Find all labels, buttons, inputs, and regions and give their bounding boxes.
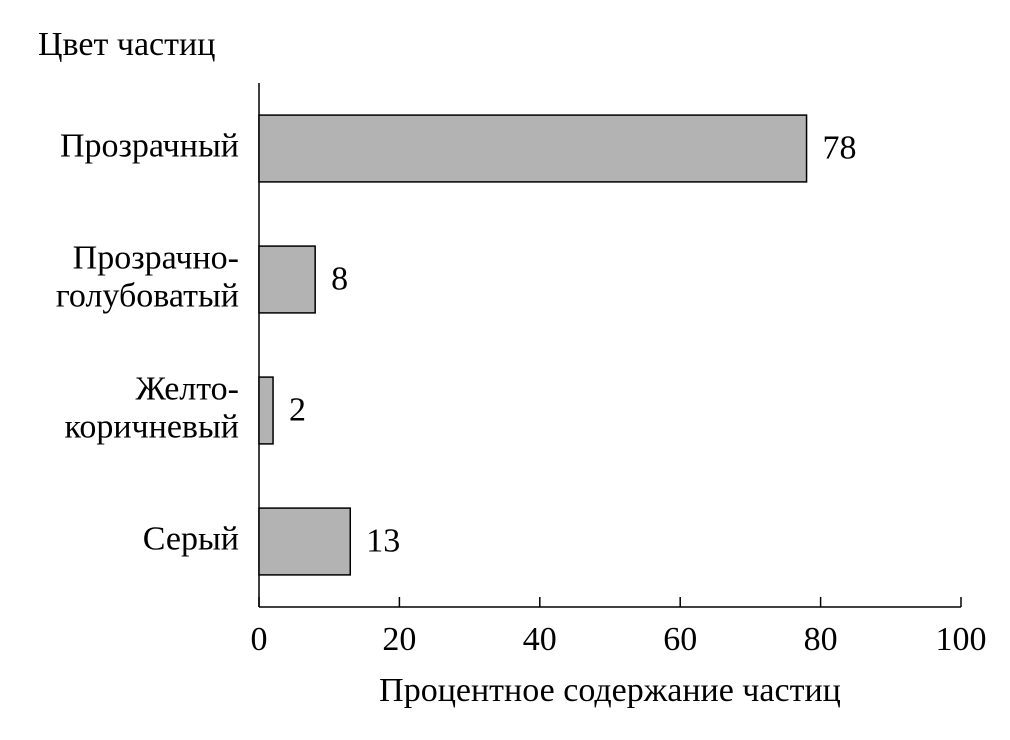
- value-label: 2: [289, 391, 306, 428]
- x-tick-label: 20: [382, 621, 416, 658]
- y-tick-label-line: коричневый: [65, 408, 239, 445]
- x-tick-label: 100: [936, 621, 987, 658]
- y-axis-title: Цвет частиц: [38, 26, 215, 63]
- y-tick-label-line: Серый: [143, 520, 239, 557]
- x-tick-label: 80: [804, 621, 838, 658]
- bar: [258, 114, 808, 183]
- x-tick-label: 0: [251, 621, 268, 658]
- y-tick-label: Прозрачно-голубоватый: [56, 239, 239, 314]
- y-tick-label: Прозрачный: [60, 127, 239, 164]
- value-label: 13: [366, 522, 400, 559]
- x-tick-label: 60: [663, 621, 697, 658]
- bar: [258, 245, 316, 314]
- y-tick-label-line: Прозрачный: [60, 127, 239, 164]
- y-tick-label: Серый: [143, 520, 239, 557]
- y-tick-label-line: голубоватый: [56, 277, 239, 314]
- value-label: 78: [823, 129, 857, 166]
- x-tick-label: 40: [523, 621, 557, 658]
- value-label: 8: [331, 260, 348, 297]
- y-tick-label: Желто-коричневый: [65, 370, 239, 445]
- y-tick-label-line: Желто-: [135, 370, 239, 407]
- x-axis-title: Процентное содержание частиц: [379, 672, 841, 709]
- bar: [258, 376, 274, 445]
- bar: [258, 507, 352, 576]
- y-tick-label-line: Прозрачно-: [73, 239, 239, 276]
